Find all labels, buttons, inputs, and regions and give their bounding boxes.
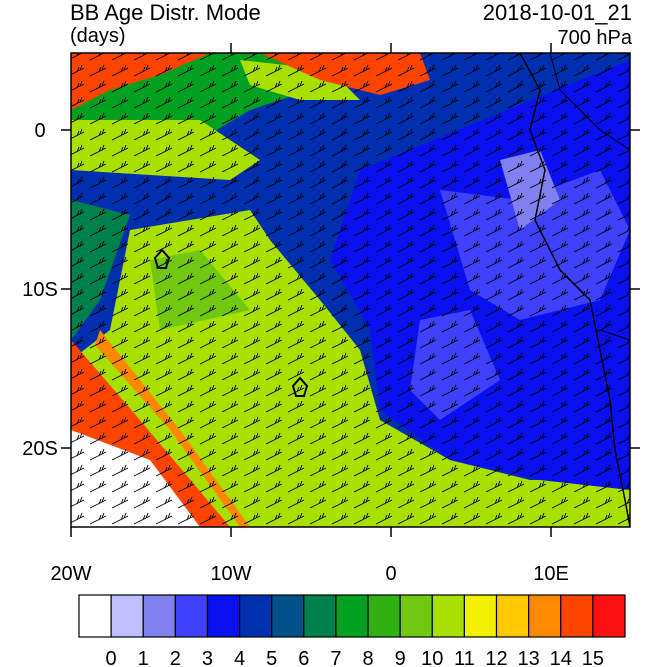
colorbar-label: 5: [266, 648, 277, 667]
title: BB Age Distr. Mode: [70, 0, 261, 25]
colorbar-box: [206, 594, 241, 638]
lon-label: 20W: [50, 563, 91, 585]
map-field: [71, 53, 630, 527]
colorbar: 0 1 2 3 4 5 6 7 8 9 10 11 12 13 14 15: [78, 594, 626, 667]
colorbar-label: 10: [421, 648, 443, 667]
colorbar-label: 11: [454, 648, 475, 667]
colorbar-label: 0: [106, 648, 117, 667]
colorbar-box: [495, 594, 530, 638]
map-frame: [70, 52, 631, 528]
colorbar-label: 12: [485, 648, 507, 667]
colorbar-label: 6: [298, 648, 309, 667]
lon-label: 10W: [210, 563, 251, 585]
colorbar-box: [528, 594, 562, 638]
colorbar-label: 1: [138, 648, 149, 667]
colorbar-box: [174, 594, 209, 638]
colorbar-box: [271, 594, 305, 638]
lat-label: 0: [34, 120, 45, 142]
colorbar-box: [303, 594, 337, 638]
colorbar-box: [399, 594, 433, 638]
lon-label: 0: [385, 563, 396, 585]
colorbar-label: 15: [582, 648, 604, 667]
colorbar-label: 2: [170, 648, 181, 667]
colorbar-label: 14: [550, 648, 572, 667]
colorbar-label: 8: [362, 648, 373, 667]
lon-label: 10E: [533, 563, 569, 585]
colorbar-box: [560, 594, 594, 638]
lat-label: 20S: [22, 438, 58, 460]
colorbar-box: [431, 594, 466, 638]
colorbar-box: [592, 594, 626, 638]
colorbar-box: [335, 594, 369, 638]
colorbar-box: [142, 594, 176, 638]
colorbar-label: 3: [202, 648, 213, 667]
colorbar-box: [367, 594, 401, 638]
lat-label: 10S: [22, 279, 58, 301]
colorbar-box: [78, 594, 112, 638]
level: 700 hPa: [557, 27, 632, 49]
colorbar-label: 7: [330, 648, 341, 667]
time: 2018-10-01_21: [483, 0, 632, 25]
colorbar-label: 9: [395, 648, 406, 667]
units: (days): [70, 25, 126, 47]
colorbar-box: [463, 594, 498, 638]
colorbar-label: 13: [518, 648, 540, 667]
ticks: [61, 43, 640, 537]
colorbar-box: [238, 594, 273, 638]
colorbar-label: 4: [234, 648, 245, 667]
colorbar-box: [110, 594, 144, 638]
